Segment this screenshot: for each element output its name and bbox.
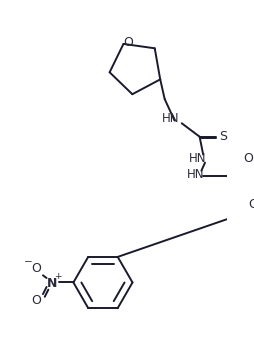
Text: O: O <box>243 152 253 165</box>
Text: O: O <box>123 35 133 49</box>
Text: O: O <box>31 294 41 307</box>
Text: HN: HN <box>187 168 204 181</box>
Text: HN: HN <box>162 112 180 125</box>
Text: O: O <box>248 198 254 211</box>
Text: +: + <box>54 272 62 281</box>
Text: O: O <box>31 261 41 275</box>
Text: HN: HN <box>189 152 206 165</box>
Text: N: N <box>47 277 57 290</box>
Text: S: S <box>219 130 227 143</box>
Text: −: − <box>24 257 33 267</box>
